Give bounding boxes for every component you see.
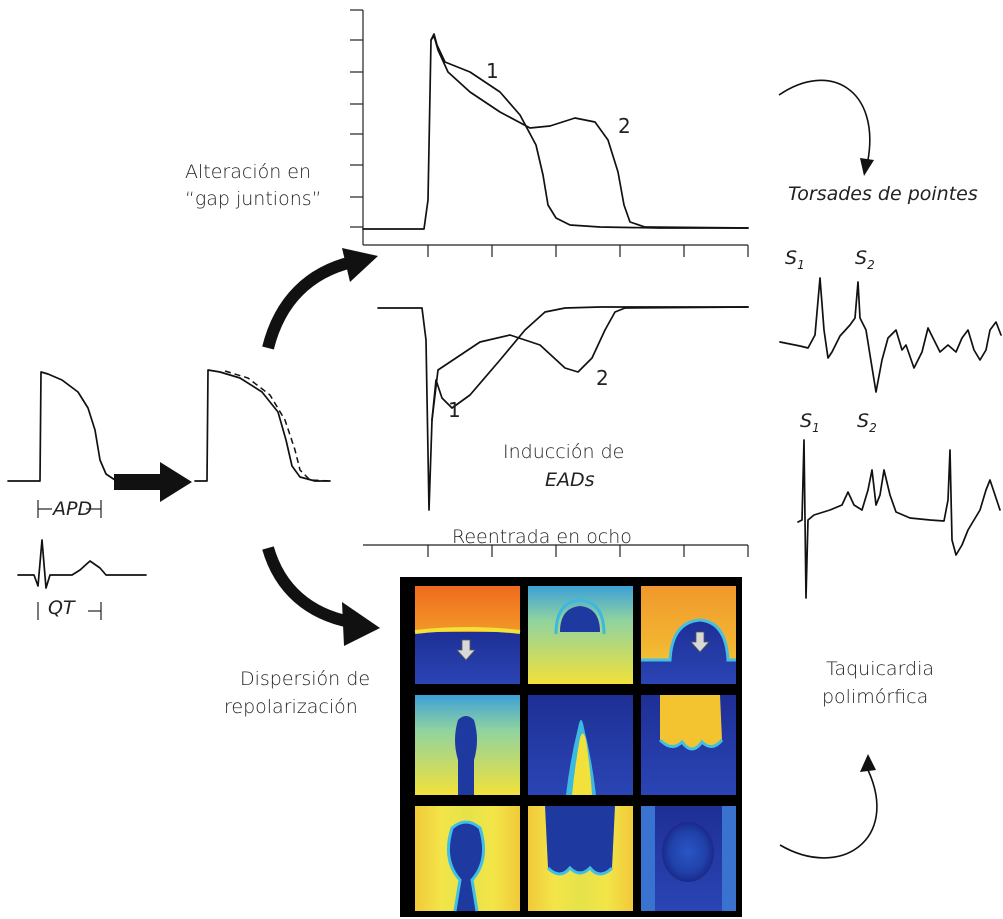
s2-label-bottom: S2 — [857, 410, 877, 435]
y-axis-ticks — [350, 9, 363, 228]
map-panel-5 — [528, 695, 633, 795]
polymorphic-ecg-trace — [797, 439, 1001, 599]
gap-junction-label-line1: Alteración en — [185, 161, 311, 183]
x-axis-ticks — [427, 245, 749, 257]
curved-arrow-icon — [262, 248, 378, 350]
ead-trace-2 — [431, 306, 749, 421]
ecg-trace — [17, 539, 147, 589]
curve-label-2: 2 — [618, 114, 631, 138]
s2-label-top: S2 — [855, 247, 875, 272]
reentry-map-grid — [400, 577, 742, 917]
taquicardia-label-line2: polimórfica — [822, 686, 928, 708]
ead-trace-1 — [377, 306, 749, 511]
map-panel-3 — [641, 586, 736, 684]
s-labels-bottom: S1 S2 — [800, 410, 877, 435]
right-block-arrow-icon — [114, 462, 192, 502]
ead-label-line2: EADs — [545, 469, 595, 491]
torsades-ecg-trace — [779, 277, 1002, 393]
prolonged-ap — [194, 369, 331, 482]
ead-ap-chart: 1 2 — [363, 306, 749, 557]
qt-marker: QT — [37, 597, 102, 620]
ap-trace-2 — [430, 35, 749, 229]
s-labels-top: S1 S2 — [785, 247, 875, 272]
x-axis-ticks — [427, 545, 749, 557]
map-panel-2 — [528, 586, 633, 684]
curved-arrow-icon — [779, 754, 878, 859]
curve-label-1: 1 — [486, 59, 499, 83]
curved-arrow-icon — [262, 546, 380, 646]
qt-label: QT — [48, 597, 76, 619]
apd-label: APD — [51, 498, 92, 520]
curved-arrow-icon — [778, 79, 874, 176]
torsades-label: Torsades de pointes — [788, 183, 978, 205]
down-arrow-icon — [456, 639, 476, 661]
ap-trace-1 — [362, 33, 749, 230]
map-panel-6 — [641, 695, 736, 795]
gap-junction-ap-chart: 1 2 — [350, 9, 749, 257]
map-panel-8 — [528, 806, 633, 911]
map-panel-1 — [414, 586, 521, 684]
dispersion-label-line1: Dispersión de — [240, 668, 370, 690]
map-panel-4 — [415, 695, 520, 795]
dispersion-label-line2: repolarización — [224, 696, 358, 718]
curve-label-1: 1 — [448, 398, 461, 422]
apd-marker: APD — [37, 498, 102, 520]
curve-label-2: 2 — [596, 366, 609, 390]
reentry-label: Reentrada en ocho — [452, 526, 632, 548]
s1-label-top: S1 — [785, 247, 805, 272]
taquicardia-label-line1: Taquicardia — [826, 658, 934, 680]
map-panel-7 — [415, 806, 520, 912]
baseline-ap — [7, 371, 121, 482]
gap-junction-label-line2: “gap juntions” — [185, 188, 322, 210]
down-arrow-icon — [690, 631, 710, 653]
s1-label-bottom: S1 — [800, 410, 820, 435]
ead-label-line1: Inducción de — [503, 441, 624, 463]
map-panel-9 — [641, 806, 736, 911]
